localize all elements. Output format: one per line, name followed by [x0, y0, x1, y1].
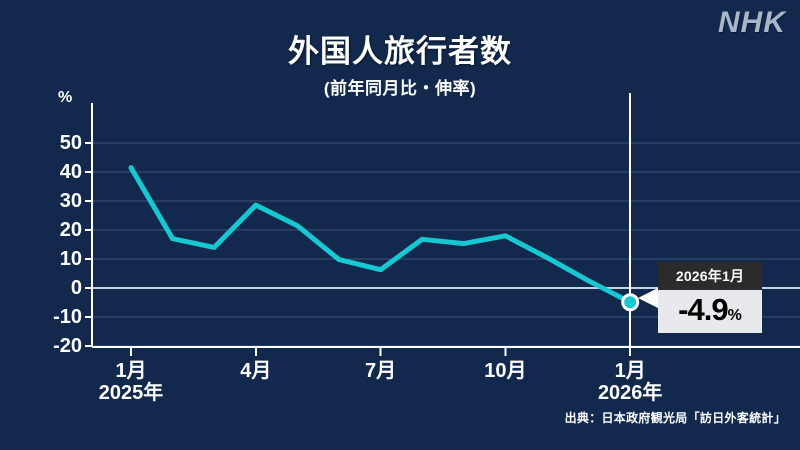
y-axis-tick-label: 50 — [59, 132, 82, 154]
x-axis-tick-label: 1月 2025年 — [71, 360, 191, 405]
callout-value-box: -4.9% — [658, 290, 762, 333]
data-series-line — [128, 165, 633, 305]
page-title: 外国人旅行者数 — [288, 34, 512, 69]
y-axis-unit-label: % — [58, 89, 73, 106]
x-axis-month-label: 4月 — [240, 360, 272, 382]
y-axis-tick-label: 20 — [59, 219, 82, 241]
callout-period-label: 2026年1月 — [658, 262, 762, 290]
callout-arrow-icon — [638, 288, 658, 308]
callout-value: -4.9 — [678, 292, 728, 327]
x-axis-tick-label: 7月 — [321, 360, 441, 382]
nhk-logo: NHK — [718, 6, 786, 39]
page-subtitle: (前年同月比・伸率) — [323, 79, 477, 98]
callout-unit: % — [727, 307, 742, 324]
y-axis-tick-label: 0 — [70, 277, 82, 299]
y-axis-tick-label: -10 — [53, 306, 82, 328]
y-axis — [85, 103, 93, 347]
y-axis-tick-label: 40 — [59, 161, 82, 183]
x-axis-tick-label: 4月 — [196, 360, 316, 382]
x-axis — [92, 346, 800, 356]
y-axis-tick-label: 10 — [59, 248, 82, 270]
y-axis-tick-label: 30 — [59, 190, 82, 212]
x-axis-tick-label: 10月 — [445, 360, 565, 382]
x-axis-year-label: 2025年 — [98, 382, 164, 405]
endpoint-marker — [621, 293, 640, 312]
x-axis-tick-label: 1月 2026年 — [570, 360, 690, 405]
x-axis-month-label: 1月 — [115, 360, 147, 382]
x-axis-month-label: 7月 — [365, 360, 397, 382]
value-callout: 2026年1月 -4.9% — [638, 262, 762, 333]
x-axis-year-label: 2026年 — [597, 382, 663, 405]
x-axis-month-label: 1月 — [614, 360, 646, 382]
x-axis-month-label: 10月 — [484, 360, 527, 382]
source-citation: 出典：日本政府観光局「訪日外客統計」 — [564, 411, 786, 425]
y-axis-tick-label: -20 — [53, 335, 82, 357]
